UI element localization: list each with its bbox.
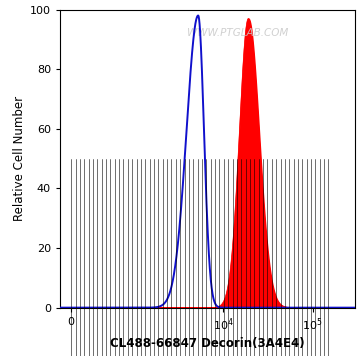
Text: WWW.PTGLAB.COM: WWW.PTGLAB.COM bbox=[187, 28, 288, 38]
Y-axis label: Relative Cell Number: Relative Cell Number bbox=[13, 96, 26, 221]
X-axis label: CL488-66847 Decorin(3A4E4): CL488-66847 Decorin(3A4E4) bbox=[110, 337, 305, 350]
